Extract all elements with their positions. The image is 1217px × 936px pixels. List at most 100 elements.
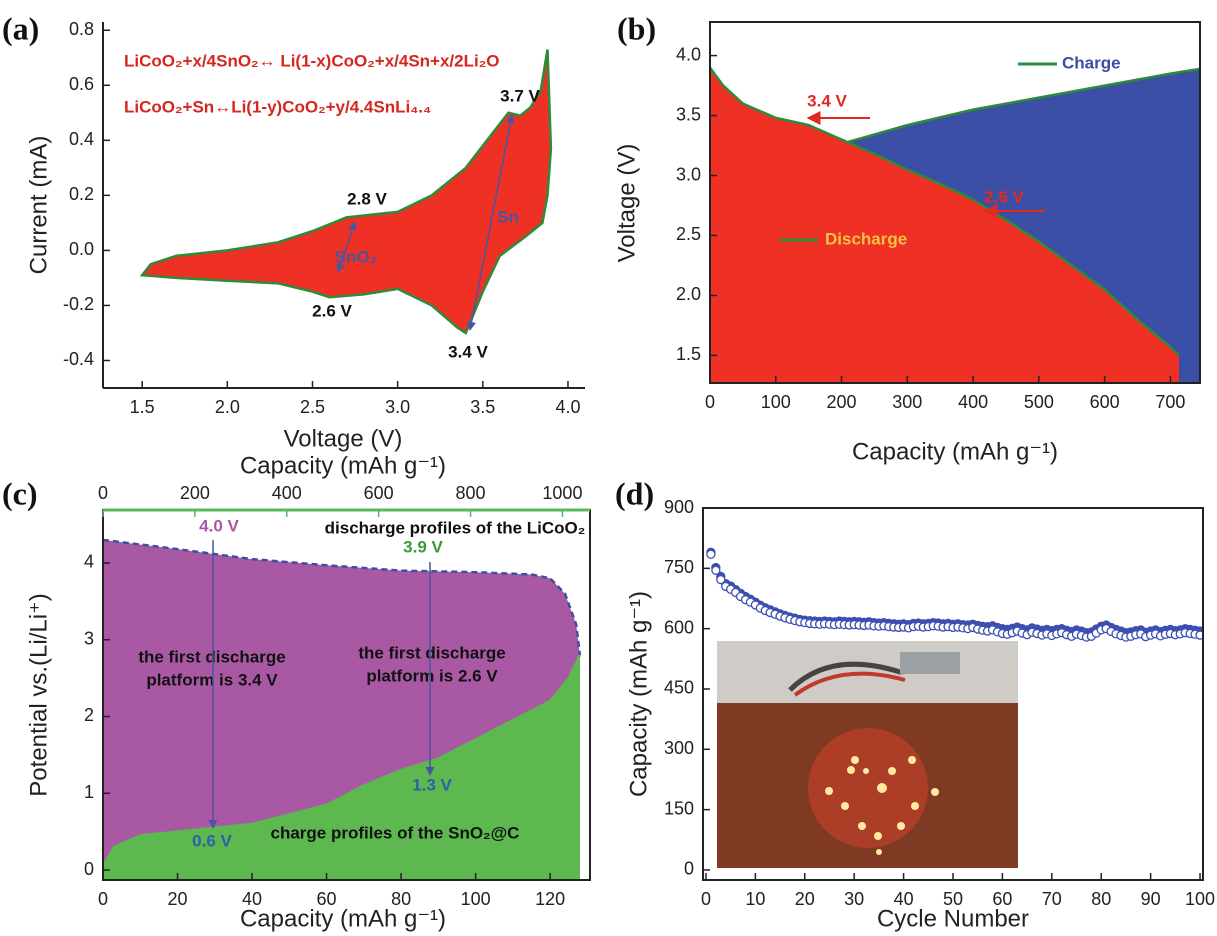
annotation: 1.3 V	[412, 775, 452, 794]
x-tick-label: 500	[1024, 392, 1054, 412]
y-tick-label: 4	[84, 552, 94, 572]
panel-label: (a)	[2, 10, 39, 46]
x-tick-label: 2.5	[300, 397, 325, 417]
y-tick-label: 2.5	[676, 224, 701, 244]
y-axis-label: Potential vs.(Li/Li⁺)	[25, 593, 52, 796]
y-tick-label: -0.2	[63, 294, 94, 314]
x-tick-label: 700	[1155, 392, 1185, 412]
x2-tick-label: 600	[364, 483, 394, 503]
annotation: LiCoO₂+x/4SnO₂↔ Li(1-x)CoO₂+x/4Sn+x/2Li₂…	[124, 51, 500, 70]
x-tick-label: 300	[892, 392, 922, 412]
panel-label: (c)	[2, 475, 38, 511]
area-line	[103, 654, 582, 867]
plot-area	[706, 547, 1203, 642]
y-tick-label: 0	[684, 859, 694, 879]
annotation: 2.8 V	[347, 189, 387, 208]
x-tick-label: 60	[317, 889, 337, 909]
x-tick-label: 400	[958, 392, 988, 412]
area-line	[103, 538, 582, 656]
data-point	[1195, 630, 1203, 640]
x-tick-label: 100	[461, 889, 491, 909]
x-tick-label: 0	[98, 889, 108, 909]
x-tick-label: 20	[795, 889, 815, 909]
y-tick-label: 600	[664, 617, 694, 637]
x2-tick-label: 1000	[542, 483, 582, 503]
y-tick-label: 150	[664, 798, 694, 818]
x-tick-label: 3.0	[385, 397, 410, 417]
overlay	[208, 111, 1045, 868]
annotation: 3.4 V	[807, 91, 847, 110]
y-tick-label: 0.0	[69, 239, 94, 259]
y-tick-label: 450	[664, 678, 694, 698]
y-tick-label: 4.0	[676, 44, 701, 64]
annotation: 0.6 V	[192, 831, 232, 850]
area-line	[710, 66, 1180, 357]
annotation: the first discharge	[358, 643, 505, 662]
x-tick-label: 80	[391, 889, 411, 909]
series-name: Discharge	[825, 229, 907, 248]
plot-area	[710, 66, 1200, 383]
chart-panel: -0.4 -0.2 0.0 0.2 0.4 0.6 0.8 1.5 2.0 2.5 3.0 3.5 4.…	[2, 10, 585, 452]
annotation: 4.0 V	[199, 516, 239, 535]
x-tick-label: 30	[844, 889, 864, 909]
annotation: platform is 2.6 V	[366, 666, 498, 685]
x-tick-label: 100	[761, 392, 791, 412]
x-tick-label: 100	[1185, 889, 1215, 909]
y-tick-label: 3.0	[676, 164, 701, 184]
y-tick-label: 0	[84, 859, 94, 879]
x2-tick-label: 0	[98, 483, 108, 503]
cv-loop	[139, 49, 553, 335]
x-tick-label: 2.0	[215, 397, 240, 417]
annotation: LiCoO₂+Sn↔Li(1-y)CoO₂+y/4.4SnLi₄.₄	[124, 97, 431, 116]
x-tick-label: 600	[1090, 392, 1120, 412]
arrow	[467, 114, 515, 331]
plot-frame	[709, 21, 1201, 384]
x-tick-label: 40	[894, 889, 914, 909]
series-name: Charge	[1062, 53, 1121, 72]
x-tick-label: 70	[1042, 889, 1062, 909]
y-tick-label: 0.8	[69, 19, 94, 39]
x-tick-label: 90	[1141, 889, 1161, 909]
x-tick-label: 40	[242, 889, 262, 909]
annotation: 2.6 V	[312, 301, 352, 320]
x2-tick-label: 800	[456, 483, 486, 503]
y-tick-label: 2	[84, 705, 94, 725]
x-tick-label: 3.5	[470, 397, 495, 417]
y-tick-label: 2.0	[676, 284, 701, 304]
x-tick-label: 120	[535, 889, 565, 909]
annotation: the first discharge	[138, 647, 285, 666]
annotation: 2.6 V	[984, 187, 1024, 206]
x-tick-label: 1.5	[130, 397, 155, 417]
x2-axis-label: Capacity (mAh g⁻¹)	[240, 452, 446, 479]
y-tick-label: 1.5	[676, 344, 701, 364]
data-point	[711, 565, 721, 575]
area-fill	[710, 67, 1179, 383]
annotation: Sn	[497, 207, 519, 226]
y-tick-label: -0.4	[63, 349, 94, 369]
x-tick-label: 0	[705, 392, 715, 412]
data-point	[716, 574, 726, 585]
x-tick-label: 60	[992, 889, 1012, 909]
x-tick-label: 80	[1091, 889, 1111, 909]
plot-area	[103, 538, 582, 880]
x-tick-label: 10	[745, 889, 765, 909]
x-tick-label: 20	[168, 889, 188, 909]
panel-label: (d)	[615, 475, 654, 511]
y-tick-label: 0.2	[69, 184, 94, 204]
y-tick-label: 1	[84, 782, 94, 802]
inset-photo	[717, 641, 1018, 868]
annotation: 3.7 V	[500, 86, 540, 105]
x-axis-label: Capacity (mAh g⁻¹)	[852, 438, 1058, 465]
arrow	[336, 221, 357, 273]
panel-label: (b)	[617, 10, 656, 46]
chart-panel: 0 150 300 450 600 750 900 0 10 20 30 40 50 60 70 80 90 10…	[615, 475, 1215, 932]
x-tick-label: 50	[943, 889, 963, 909]
annotation: 3.9 V	[403, 537, 443, 556]
x-axis-label: Capacity (mAh g⁻¹)	[240, 905, 446, 932]
series-name: charge profiles of the SnO₂@C	[271, 823, 520, 842]
y-axis-label: Voltage (V)	[613, 144, 640, 263]
x-tick-label: 200	[827, 392, 857, 412]
annotation: 3.4 V	[448, 342, 488, 361]
x2-tick-label: 200	[180, 483, 210, 503]
